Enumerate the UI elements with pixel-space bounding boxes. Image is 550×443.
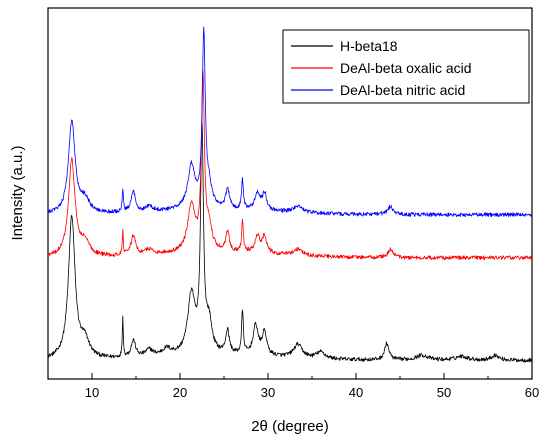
legend-label: H-beta18 — [340, 38, 398, 54]
legend-items: H-beta18 DeAl-beta oxalic acid DeAl-beta n… — [291, 38, 472, 98]
legend-box — [282, 29, 530, 104]
series-layer — [47, 26, 533, 363]
x-axis-ticks: 10 20 30 40 50 60 — [47, 373, 539, 400]
legend-label: DeAl-beta nitric acid — [340, 82, 465, 98]
series-line-2 — [47, 69, 533, 261]
x-tick-label: 10 — [85, 385, 99, 400]
x-axis-title: 2θ (degree) — [251, 418, 329, 435]
x-tick-label: 50 — [437, 385, 451, 400]
plot-frame — [47, 7, 533, 380]
series-line-1 — [47, 121, 533, 363]
x-tick-label: 40 — [349, 385, 363, 400]
series-line-3 — [47, 26, 533, 218]
x-tick-label: 60 — [525, 385, 539, 400]
legend-label: DeAl-beta oxalic acid — [340, 60, 472, 76]
legend: H-beta18 DeAl-beta oxalic acid DeAl-beta n… — [282, 29, 530, 104]
y-axis-title: Intensity (a.u.) — [9, 145, 26, 240]
x-tick-label: 30 — [261, 385, 275, 400]
x-tick-label: 20 — [173, 385, 187, 400]
